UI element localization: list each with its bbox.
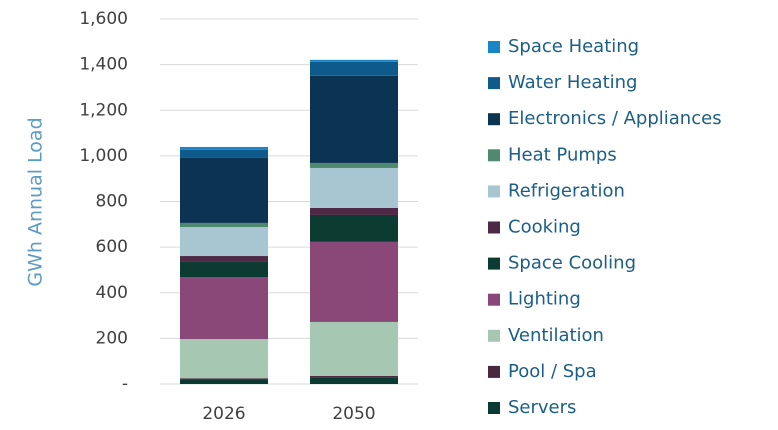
legend-label: Electronics / Appliances bbox=[508, 108, 722, 129]
bar-segment bbox=[310, 321, 398, 377]
legend-swatch bbox=[488, 113, 500, 126]
bar-segment bbox=[310, 207, 398, 215]
legend-label: Lighting bbox=[508, 289, 581, 310]
bar-segment bbox=[180, 378, 268, 380]
bar-segment bbox=[180, 157, 268, 223]
bar-segment bbox=[180, 222, 268, 228]
legend-swatch bbox=[488, 365, 500, 378]
bar-segment bbox=[310, 214, 398, 242]
y-tick-label: 400 bbox=[96, 283, 128, 303]
bar-segment bbox=[180, 339, 268, 379]
bar-segment bbox=[310, 59, 398, 62]
bar-segment bbox=[180, 149, 268, 158]
y-axis-label: GWh Annual Load bbox=[25, 117, 47, 286]
bar-segment bbox=[310, 167, 398, 208]
bar-segment bbox=[180, 379, 268, 384]
bar-segment bbox=[180, 146, 268, 150]
legend-label: Ventilation bbox=[508, 325, 604, 346]
x-tick-label: 2050 bbox=[332, 404, 375, 424]
bar-segment bbox=[180, 261, 268, 278]
bar-segment bbox=[310, 162, 398, 168]
legend-swatch bbox=[488, 41, 500, 53]
legend-swatch bbox=[488, 185, 500, 198]
bar-segment bbox=[180, 256, 268, 262]
legend-label: Cooking bbox=[508, 217, 581, 238]
y-tick-label: 1,200 bbox=[79, 100, 128, 120]
bar-segment bbox=[310, 75, 398, 163]
x-tick-label: 2026 bbox=[202, 404, 245, 424]
y-tick-label: - bbox=[122, 374, 128, 394]
bar-segment bbox=[310, 377, 398, 384]
bar-segment bbox=[310, 376, 398, 378]
legend-label: Water Heating bbox=[508, 72, 637, 93]
legend-swatch bbox=[488, 329, 500, 342]
legend-label: Servers bbox=[508, 397, 576, 418]
y-tick-label: 200 bbox=[96, 328, 128, 348]
legend-swatch bbox=[488, 77, 500, 90]
bar-segment bbox=[310, 241, 398, 322]
y-tick-label: 1,400 bbox=[79, 55, 128, 75]
legend-label: Pool / Spa bbox=[508, 361, 597, 382]
legend-label: Space Heating bbox=[508, 36, 639, 57]
legend-swatch bbox=[488, 293, 500, 306]
legend-label: Refrigeration bbox=[508, 180, 625, 201]
legend-label: Heat Pumps bbox=[508, 144, 617, 165]
legend-swatch bbox=[488, 221, 500, 234]
legend-swatch bbox=[488, 257, 500, 270]
bar-segment bbox=[310, 61, 398, 76]
y-tick-label: 1,000 bbox=[79, 146, 128, 166]
bar-segment bbox=[180, 277, 268, 340]
y-tick-label: 800 bbox=[96, 192, 128, 212]
y-tick-label: 1,600 bbox=[79, 9, 128, 29]
y-tick-label: 600 bbox=[96, 237, 128, 257]
legend-label: Space Cooling bbox=[508, 253, 636, 274]
legend-swatch bbox=[488, 402, 500, 414]
bar-segment bbox=[180, 227, 268, 257]
legend-swatch bbox=[488, 149, 500, 162]
